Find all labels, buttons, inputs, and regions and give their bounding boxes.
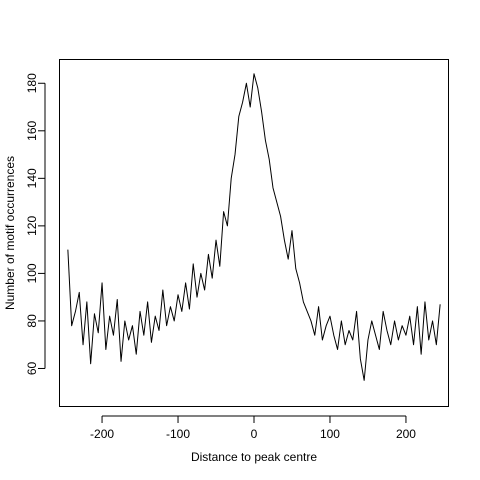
y-tick-label: 100 <box>25 263 39 283</box>
x-tick-label: 100 <box>320 427 340 441</box>
y-tick-label: 160 <box>25 120 39 140</box>
x-tick-label: 200 <box>396 427 416 441</box>
y-tick-label: 180 <box>25 73 39 93</box>
x-tick-label: 0 <box>251 427 258 441</box>
series-line <box>67 73 441 381</box>
x-tick-label: -200 <box>90 427 114 441</box>
y-tick-label: 60 <box>25 361 39 375</box>
y-axis: 60 80 100 120 140 160 180 <box>25 73 46 375</box>
x-axis-title: Distance to peak centre <box>191 450 317 464</box>
y-tick-label: 140 <box>25 168 39 188</box>
y-tick-label: 80 <box>25 314 39 328</box>
y-axis-title: Number of motif occurrences <box>3 156 17 310</box>
x-tick-label: -100 <box>166 427 190 441</box>
y-tick-label: 120 <box>25 216 39 236</box>
plot-frame <box>59 59 449 407</box>
x-axis: -200 -100 0 100 200 <box>90 415 416 441</box>
plot-area <box>67 73 441 381</box>
